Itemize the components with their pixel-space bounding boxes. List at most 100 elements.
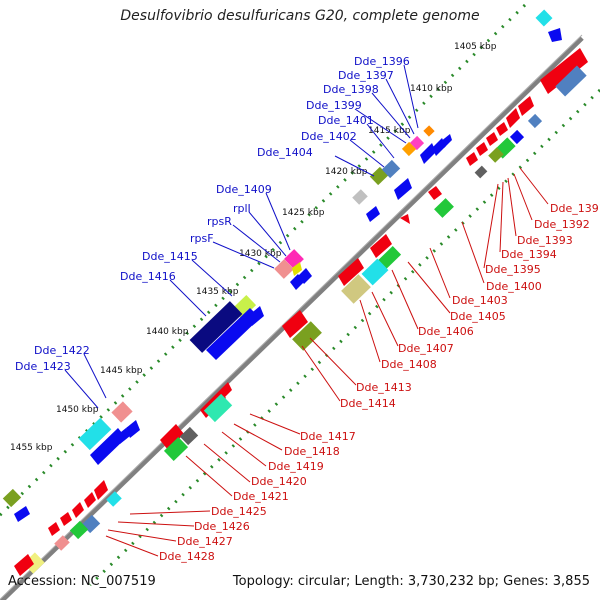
gene-feature[interactable] — [206, 308, 260, 360]
gene-feature[interactable] — [54, 535, 70, 551]
gene-feature[interactable] — [220, 382, 232, 398]
gene-label[interactable]: Dde_1427 — [177, 535, 233, 548]
gene-label[interactable]: Dde_1408 — [381, 358, 437, 371]
gene-label[interactable]: Dde_1391 — [550, 202, 600, 215]
gene-feature[interactable] — [555, 65, 587, 97]
gene-feature[interactable] — [163, 437, 189, 461]
gene-label[interactable]: rpsF — [190, 232, 214, 245]
gene-feature[interactable] — [274, 259, 294, 279]
gene-label[interactable]: Dde_1397 — [338, 69, 394, 82]
gene-label[interactable]: rpsR — [207, 215, 232, 228]
gene-feature[interactable] — [60, 512, 72, 526]
gene-label[interactable]: Dde_1421 — [233, 490, 289, 503]
gene-feature[interactable] — [189, 301, 243, 353]
gene-feature[interactable] — [548, 28, 562, 42]
gene-feature[interactable] — [341, 274, 371, 304]
gene-label[interactable]: Dde_1394 — [501, 248, 557, 261]
gene-label[interactable]: rplI — [233, 202, 251, 215]
gene-label[interactable]: Dde_1414 — [340, 397, 396, 410]
gene-feature[interactable] — [496, 122, 508, 136]
gene-label[interactable]: Dde_1420 — [251, 475, 307, 488]
gene-label[interactable]: Dde_1400 — [486, 280, 542, 293]
gene-feature[interactable] — [540, 48, 588, 94]
gene-feature[interactable] — [381, 159, 401, 179]
gene-label[interactable]: Dde_1401 — [318, 114, 374, 127]
gene-label[interactable]: Dde_1406 — [418, 325, 474, 338]
gene-label[interactable]: Dde_1413 — [356, 381, 412, 394]
gene-feature[interactable] — [94, 480, 108, 500]
gene-label[interactable]: Dde_1403 — [452, 294, 508, 307]
gene-label[interactable]: Dde_1404 — [257, 146, 313, 159]
gene-feature[interactable] — [420, 143, 436, 164]
gene-label[interactable]: Dde_1428 — [159, 550, 215, 563]
gene-feature[interactable] — [126, 420, 140, 438]
gene-label[interactable]: Dde_1405 — [450, 310, 506, 323]
gene-feature[interactable] — [401, 141, 417, 157]
gene-label[interactable]: Dde_1425 — [211, 505, 267, 518]
gene-label[interactable]: Dde_1396 — [354, 55, 410, 68]
gene-feature[interactable] — [527, 113, 543, 129]
gene-feature[interactable] — [440, 134, 452, 148]
gene-feature[interactable] — [203, 393, 233, 423]
gene-label[interactable]: Dde_1402 — [301, 130, 357, 143]
gene-feature[interactable] — [179, 426, 199, 446]
gene-feature[interactable] — [400, 214, 410, 224]
gene-label[interactable]: Dde_1417 — [300, 430, 356, 443]
gene-feature[interactable] — [535, 9, 553, 27]
gene-feature[interactable] — [84, 492, 96, 508]
gene-feature[interactable] — [370, 234, 392, 258]
gene-feature[interactable] — [506, 108, 520, 128]
kbp-tick-label: 1425 kbp — [282, 208, 325, 218]
gene-feature[interactable] — [282, 310, 308, 338]
gene-feature[interactable] — [476, 142, 488, 156]
gene-feature[interactable] — [423, 125, 435, 137]
gene-feature[interactable] — [428, 186, 442, 200]
gene-feature[interactable] — [248, 306, 264, 326]
gene-feature[interactable] — [72, 502, 84, 518]
gene-label[interactable]: Dde_1407 — [398, 342, 454, 355]
gene-feature[interactable] — [106, 491, 122, 507]
gene-label[interactable]: Dde_1419 — [268, 460, 324, 473]
gene-feature[interactable] — [518, 96, 534, 116]
gene-label[interactable]: Dde_1426 — [194, 520, 250, 533]
gene-feature[interactable] — [338, 258, 364, 286]
kbp-tick-label: 1430 kbp — [239, 249, 282, 259]
gene-feature[interactable] — [2, 488, 22, 508]
gene-feature[interactable] — [488, 147, 504, 163]
gene-feature[interactable] — [486, 132, 498, 146]
gene-feature[interactable] — [361, 258, 389, 286]
gene-feature[interactable] — [116, 428, 130, 444]
kbp-tick-label: 1455 kbp — [10, 443, 53, 453]
gene-feature[interactable] — [474, 165, 488, 179]
gene-label[interactable]: Dde_1423 — [15, 360, 71, 373]
gene-feature[interactable] — [466, 152, 478, 166]
gene-label[interactable]: Dde_1393 — [517, 234, 573, 247]
gene-feature[interactable] — [14, 506, 30, 522]
gene-label[interactable]: Dde_1395 — [485, 263, 541, 276]
gene-label[interactable]: Dde_1416 — [120, 270, 176, 283]
gene-feature[interactable] — [509, 129, 525, 145]
gene-feature[interactable] — [160, 424, 184, 450]
gene-label[interactable]: Dde_1409 — [216, 183, 272, 196]
gene-label[interactable]: Dde_1418 — [284, 445, 340, 458]
gene-feature[interactable] — [78, 417, 112, 451]
gene-feature[interactable] — [292, 321, 322, 351]
kbp-tick-label: 1410 kbp — [410, 84, 453, 94]
gene-feature[interactable] — [14, 554, 34, 576]
gene-feature[interactable] — [69, 520, 89, 540]
gene-feature[interactable] — [48, 522, 60, 536]
gene-feature[interactable] — [111, 401, 133, 423]
gene-feature[interactable] — [376, 246, 402, 270]
gene-label[interactable]: Dde_1392 — [534, 218, 590, 231]
gene-feature[interactable] — [366, 206, 380, 222]
gene-feature[interactable] — [394, 178, 412, 200]
gene-label[interactable]: Dde_1399 — [306, 99, 362, 112]
genome-backbone-highlight — [0, 34, 583, 600]
gene-feature[interactable] — [298, 268, 312, 284]
gene-label[interactable]: Dde_1415 — [142, 250, 198, 263]
gene-label[interactable]: Dde_1422 — [34, 344, 90, 357]
gene-feature[interactable] — [292, 262, 302, 276]
gene-label[interactable]: Dde_1398 — [323, 83, 379, 96]
gene-feature[interactable] — [434, 198, 454, 218]
gene-feature[interactable] — [352, 189, 368, 205]
